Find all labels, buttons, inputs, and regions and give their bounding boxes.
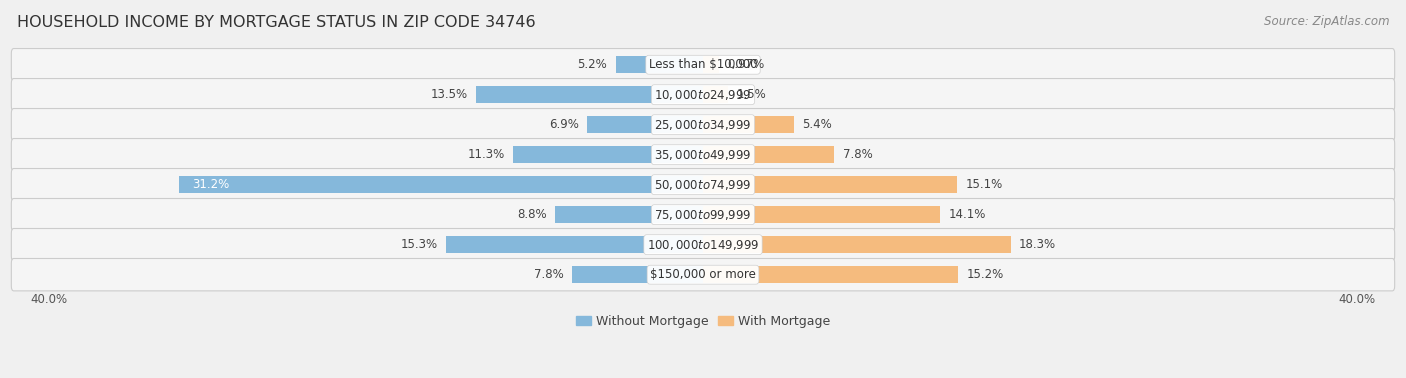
Text: 14.1%: 14.1% (949, 208, 986, 221)
Text: $10,000 to $24,999: $10,000 to $24,999 (654, 88, 752, 102)
Text: Less than $10,000: Less than $10,000 (648, 58, 758, 71)
Bar (513, 146, 703, 163)
Text: 31.2%: 31.2% (193, 178, 229, 191)
Bar (446, 236, 703, 253)
Text: 11.3%: 11.3% (467, 148, 505, 161)
Bar (703, 236, 1011, 253)
Text: 13.5%: 13.5% (430, 88, 468, 101)
Text: Source: ZipAtlas.com: Source: ZipAtlas.com (1264, 15, 1389, 28)
Text: 8.8%: 8.8% (517, 208, 547, 221)
Bar (572, 266, 703, 284)
Bar (179, 176, 703, 194)
Text: HOUSEHOLD INCOME BY MORTGAGE STATUS IN ZIP CODE 34746: HOUSEHOLD INCOME BY MORTGAGE STATUS IN Z… (17, 15, 536, 30)
Text: 5.2%: 5.2% (578, 58, 607, 71)
Text: $150,000 or more: $150,000 or more (650, 268, 756, 281)
FancyBboxPatch shape (11, 79, 1395, 111)
Text: 6.9%: 6.9% (548, 118, 579, 131)
Text: 15.2%: 15.2% (967, 268, 1004, 281)
Text: $100,000 to $149,999: $100,000 to $149,999 (647, 238, 759, 252)
Bar (703, 266, 959, 284)
Text: 15.1%: 15.1% (965, 178, 1002, 191)
Text: $50,000 to $74,999: $50,000 to $74,999 (654, 178, 752, 192)
Bar (703, 206, 941, 223)
FancyBboxPatch shape (11, 169, 1395, 201)
Text: 0.97%: 0.97% (728, 58, 765, 71)
Bar (555, 206, 703, 223)
Text: $75,000 to $99,999: $75,000 to $99,999 (654, 208, 752, 222)
Legend: Without Mortgage, With Mortgage: Without Mortgage, With Mortgage (571, 310, 835, 333)
Text: $25,000 to $34,999: $25,000 to $34,999 (654, 118, 752, 132)
Bar (703, 116, 794, 133)
Bar (703, 176, 957, 194)
FancyBboxPatch shape (11, 198, 1395, 231)
Bar (616, 56, 703, 73)
Text: 7.8%: 7.8% (842, 148, 872, 161)
Text: 40.0%: 40.0% (1339, 293, 1375, 306)
Bar (703, 146, 834, 163)
Bar (588, 116, 703, 133)
Text: 7.8%: 7.8% (534, 268, 564, 281)
Text: $35,000 to $49,999: $35,000 to $49,999 (654, 148, 752, 162)
FancyBboxPatch shape (11, 228, 1395, 261)
Text: 40.0%: 40.0% (31, 293, 67, 306)
FancyBboxPatch shape (11, 138, 1395, 171)
FancyBboxPatch shape (11, 48, 1395, 81)
Bar (703, 86, 728, 104)
Text: 18.3%: 18.3% (1019, 238, 1056, 251)
Text: 5.4%: 5.4% (803, 118, 832, 131)
FancyBboxPatch shape (11, 259, 1395, 291)
Bar (477, 86, 703, 104)
Bar (703, 56, 720, 73)
FancyBboxPatch shape (11, 108, 1395, 141)
Text: 15.3%: 15.3% (401, 238, 437, 251)
Text: 1.5%: 1.5% (737, 88, 766, 101)
